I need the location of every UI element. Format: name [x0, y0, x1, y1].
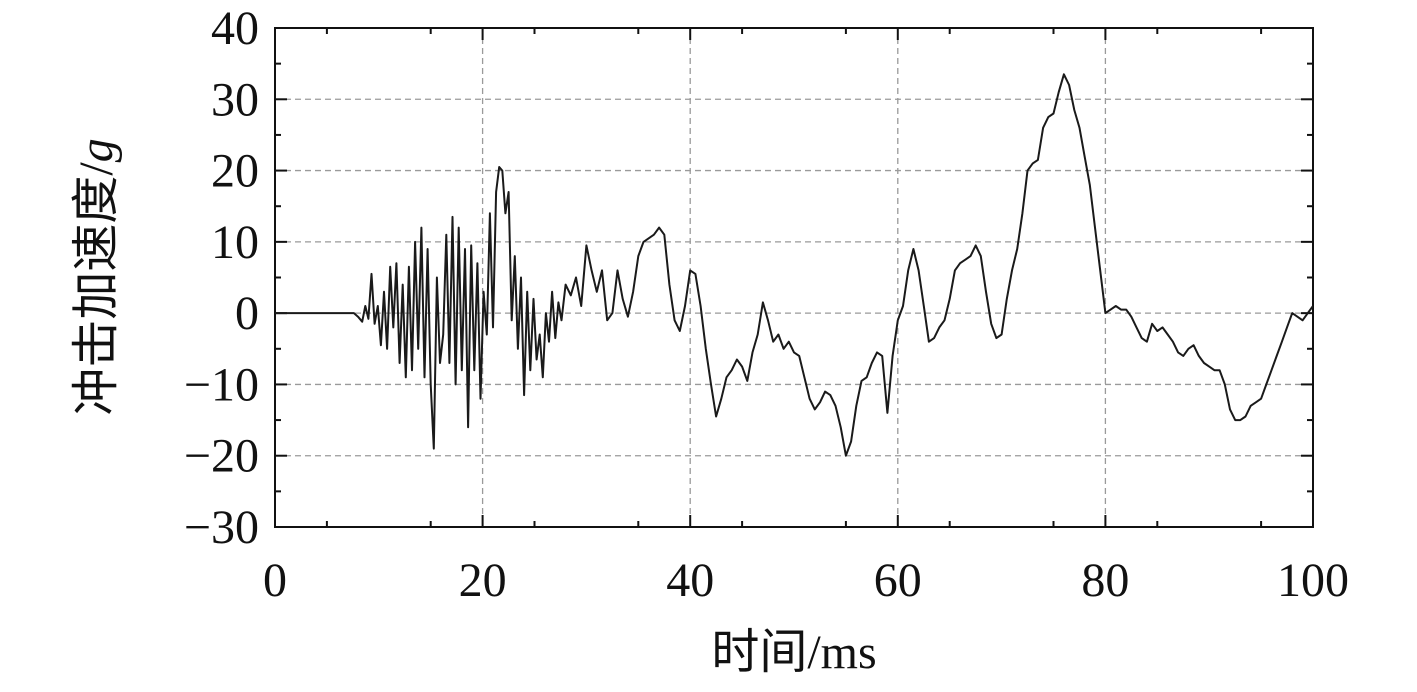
y-tick-label: 40 [211, 2, 259, 55]
y-tick-label: 0 [235, 287, 259, 340]
y-tick-label: 10 [211, 216, 259, 269]
y-axis-title-unit: g [70, 138, 123, 162]
grid-lines [275, 28, 1313, 527]
x-tick-labels: 0 20 40 60 80 100 [263, 554, 1349, 607]
y-tick-label: 20 [211, 145, 259, 198]
plot-frame [274, 27, 1314, 528]
x-axis-title: 时间/ms [711, 626, 876, 679]
y-tick-label: −20 [184, 430, 259, 483]
x-tick-label: 40 [666, 554, 714, 607]
axis-ticks [274, 27, 1314, 528]
x-tick-label: 80 [1081, 554, 1129, 607]
x-tick-label: 60 [874, 554, 922, 607]
series-group [275, 73, 1314, 457]
x-tick-label: 0 [263, 554, 287, 607]
y-axis-title: 冲击加速度/g [70, 138, 123, 415]
y-axis-title-main: 冲击加速度/ [70, 162, 123, 416]
x-tick-label: 100 [1277, 554, 1349, 607]
y-tick-label: −10 [184, 358, 259, 411]
series-line [275, 73, 1314, 457]
x-tick-label: 20 [459, 554, 507, 607]
y-tick-label: 30 [211, 73, 259, 126]
y-tick-label: −30 [184, 501, 259, 554]
y-tick-labels: 40 30 20 10 0 −10 −20 −30 [184, 2, 259, 554]
